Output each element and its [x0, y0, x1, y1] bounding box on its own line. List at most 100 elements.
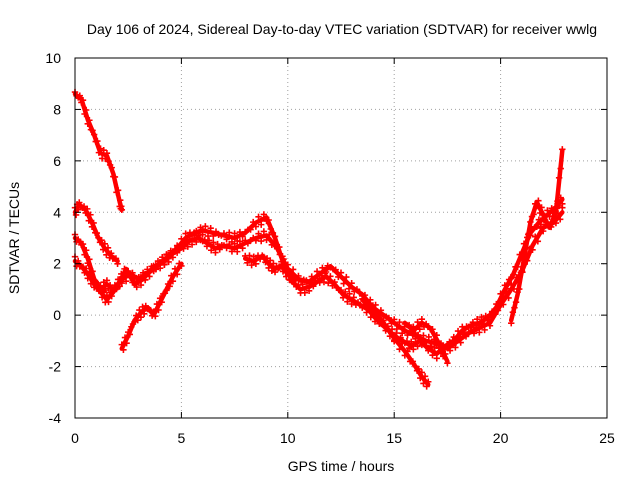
data-point — [405, 321, 413, 329]
data-point — [425, 333, 432, 341]
data-point — [372, 314, 379, 321]
data-point — [126, 331, 133, 338]
data-point — [95, 149, 103, 156]
data-point — [100, 146, 107, 154]
data-point — [106, 254, 113, 261]
data-point — [81, 251, 88, 258]
data-point — [549, 212, 556, 220]
data-point — [207, 247, 215, 254]
plot-frame — [74, 57, 608, 419]
y-tick-label: 6 — [53, 153, 61, 169]
data-point — [121, 334, 129, 341]
data-point — [281, 262, 288, 270]
data-point — [184, 243, 191, 250]
data-point — [98, 294, 106, 301]
x-tick-label: 10 — [280, 430, 296, 446]
data-point — [150, 308, 157, 315]
data-point — [166, 283, 173, 290]
data-point — [388, 329, 395, 336]
data-point — [364, 298, 371, 305]
data-point — [98, 237, 105, 244]
data-point — [516, 285, 523, 293]
data-point — [84, 120, 91, 128]
data-point — [500, 301, 507, 308]
data-point — [231, 230, 238, 237]
data-point — [519, 268, 526, 276]
data-point — [509, 309, 517, 316]
data-point — [416, 325, 423, 333]
data-point — [557, 165, 564, 172]
data-point — [449, 337, 456, 344]
data-point — [205, 237, 213, 244]
tick-layer: 0 5 10 15 20 25 -4 -2 0 2 4 6 8 10 — [45, 50, 615, 446]
data-point — [415, 365, 422, 373]
data-point — [442, 350, 449, 358]
data-point — [527, 218, 534, 226]
data-point — [246, 252, 253, 259]
data-point — [538, 204, 545, 211]
data-point — [405, 344, 413, 352]
data-point — [412, 329, 419, 337]
data-point — [554, 197, 561, 205]
data-point — [437, 340, 445, 347]
y-axis-label: SDTVAR / TECUs — [6, 182, 22, 294]
data-point — [476, 329, 483, 336]
data-point — [433, 332, 440, 339]
data-point — [103, 150, 111, 157]
data-point — [144, 266, 151, 273]
data-point — [556, 216, 564, 223]
data-point — [420, 380, 427, 387]
data-point — [79, 96, 87, 104]
data-point — [125, 267, 132, 275]
data-point — [457, 339, 464, 346]
data-point — [444, 342, 451, 349]
data-point — [150, 267, 157, 275]
data-point — [260, 228, 268, 235]
data-point — [429, 326, 436, 333]
data-point — [178, 262, 185, 270]
data-point — [271, 233, 279, 240]
data-point — [86, 268, 93, 276]
series-track-f — [242, 252, 298, 284]
data-point — [313, 268, 321, 275]
data-point — [525, 230, 532, 237]
data-point — [551, 217, 558, 224]
data-point — [410, 346, 417, 353]
data-point — [337, 269, 345, 276]
data-point — [514, 263, 521, 271]
data-point — [369, 302, 377, 309]
data-point — [108, 164, 115, 171]
data-point — [146, 273, 153, 280]
data-point — [273, 245, 281, 252]
data-point — [169, 254, 177, 261]
data-point — [152, 313, 159, 320]
data-point — [210, 232, 217, 240]
data-point — [508, 275, 515, 282]
data-point — [305, 280, 313, 287]
data-point — [512, 298, 520, 306]
data-point — [482, 312, 489, 320]
data-point — [86, 256, 93, 263]
data-point — [287, 269, 295, 277]
series-track-g — [359, 295, 432, 390]
data-point — [155, 306, 162, 314]
data-point — [136, 306, 143, 314]
data-point — [511, 304, 518, 311]
data-point — [342, 288, 349, 296]
data-point — [76, 92, 83, 99]
data-point — [139, 269, 147, 276]
data-point — [303, 277, 310, 284]
data-point — [202, 223, 209, 230]
data-point — [76, 199, 83, 206]
data-point — [252, 223, 260, 230]
data-point — [267, 257, 274, 264]
data-point — [239, 244, 246, 252]
data-point — [539, 227, 547, 235]
data-point — [269, 229, 277, 237]
data-point — [199, 231, 206, 238]
x-tick-label: 15 — [386, 430, 402, 446]
data-point — [391, 338, 398, 345]
data-point — [171, 265, 179, 272]
